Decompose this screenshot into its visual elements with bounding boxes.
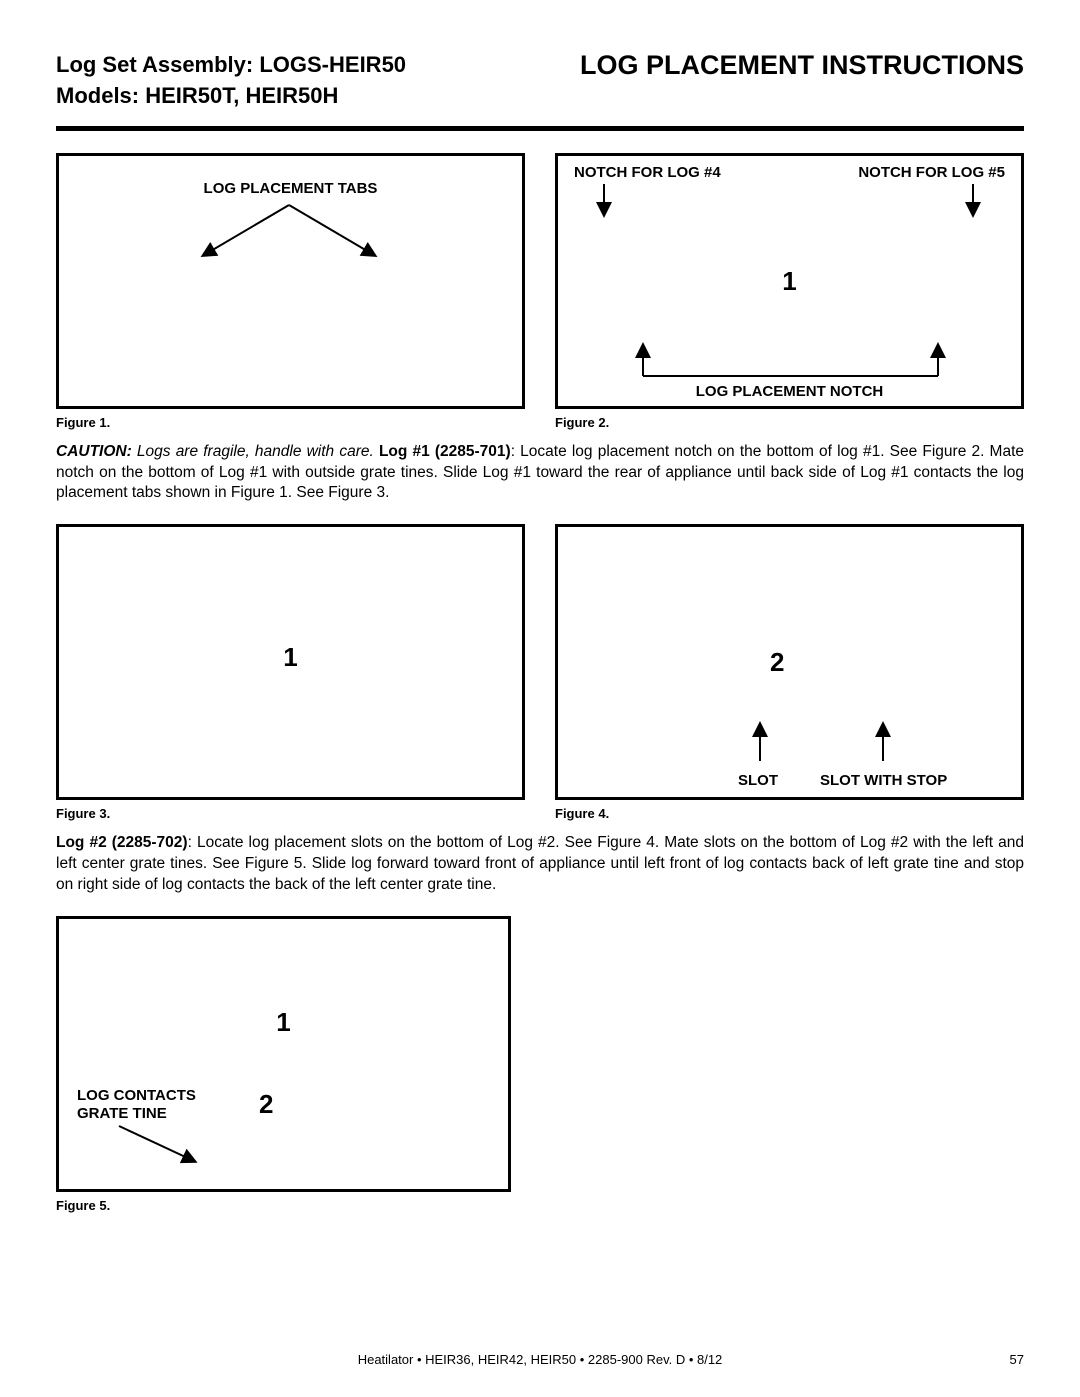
header-assembly: Log Set Assembly: LOGS-HEIR50 — [56, 50, 406, 81]
figure-5-caption: Figure 5. — [56, 1198, 511, 1213]
p1-bold: Log #1 (2285-701) — [379, 443, 511, 460]
figure-5-box: 1 2 LOG CONTACTS GRATE TINE — [56, 916, 511, 1192]
p1-caution-tail: Logs are fragile, handle with care. — [132, 443, 379, 460]
paragraph-2: Log #2 (2285-702): Locate log placement … — [56, 833, 1024, 896]
footer-text: Heatilator • HEIR36, HEIR42, HEIR50 • 22… — [0, 1352, 1080, 1367]
fig4-log-number: 2 — [770, 647, 784, 678]
p1-caution: CAUTION: — [56, 443, 132, 460]
figure-1-box: LOG PLACEMENT TABS — [56, 153, 525, 409]
figure-4-caption: Figure 4. — [555, 806, 1024, 821]
fig1-label-tabs: LOG PLACEMENT TABS — [204, 180, 378, 197]
paragraph-1: CAUTION: Logs are fragile, handle with c… — [56, 442, 1024, 505]
figure-2-box: NOTCH FOR LOG #4 NOTCH FOR LOG #5 1 — [555, 153, 1024, 409]
header-row: Log Set Assembly: LOGS-HEIR50 Models: HE… — [56, 50, 1024, 112]
figure-1-col: LOG PLACEMENT TABS Figure 1. — [56, 153, 525, 430]
fig5-log-number-1: 1 — [276, 1007, 290, 1038]
page: Log Set Assembly: LOGS-HEIR50 Models: HE… — [0, 0, 1080, 1397]
page-title: LOG PLACEMENT INSTRUCTIONS — [580, 50, 1024, 81]
figure-4-col: 2 SLOT SLOT WITH STOP Figure 4. — [555, 524, 1024, 821]
fig5-log-number-2: 2 — [259, 1089, 273, 1120]
fig2-top-arrows — [558, 182, 1021, 222]
header-left: Log Set Assembly: LOGS-HEIR50 Models: HE… — [56, 50, 406, 112]
fig2-label-placement-notch: LOG PLACEMENT NOTCH — [696, 383, 884, 400]
p2-bold: Log #2 (2285-702) — [56, 834, 188, 851]
fig1-arrows — [59, 200, 522, 270]
fig2-bottom-arrows — [558, 340, 1021, 380]
fig4-label-slot: SLOT — [738, 772, 778, 789]
page-number: 57 — [1010, 1352, 1024, 1367]
fig5-arrow — [109, 1121, 219, 1171]
figure-3-caption: Figure 3. — [56, 806, 525, 821]
fig2-log-number: 1 — [782, 266, 796, 297]
figure-1-caption: Figure 1. — [56, 415, 525, 430]
p2-rest: : Locate log placement slots on the bott… — [56, 834, 1024, 893]
figure-row-1: LOG PLACEMENT TABS Figure 1. NOTCH FOR L… — [56, 153, 1024, 430]
fig4-arrows — [558, 717, 1021, 767]
figure-row-2: 1 Figure 3. 2 SLOT SLOT WITH — [56, 524, 1024, 821]
fig5-label-contacts-l1: LOG CONTACTS — [77, 1087, 196, 1105]
figure-2-caption: Figure 2. — [555, 415, 1024, 430]
figure-2-col: NOTCH FOR LOG #4 NOTCH FOR LOG #5 1 — [555, 153, 1024, 430]
figure-4-box: 2 SLOT SLOT WITH STOP — [555, 524, 1024, 800]
fig4-label-slot-stop: SLOT WITH STOP — [820, 772, 947, 789]
fig2-label-notch4: NOTCH FOR LOG #4 — [574, 164, 721, 181]
header-rule — [56, 126, 1024, 131]
figure-row-3: 1 2 LOG CONTACTS GRATE TINE Figure 5. — [56, 916, 1024, 1213]
figure-3-col: 1 Figure 3. — [56, 524, 525, 821]
fig2-label-notch5: NOTCH FOR LOG #5 — [858, 164, 1005, 181]
header-models: Models: HEIR50T, HEIR50H — [56, 81, 406, 112]
fig3-log-number: 1 — [283, 642, 297, 673]
figure-5-col: 1 2 LOG CONTACTS GRATE TINE Figure 5. — [56, 916, 511, 1213]
figure-3-box: 1 — [56, 524, 525, 800]
